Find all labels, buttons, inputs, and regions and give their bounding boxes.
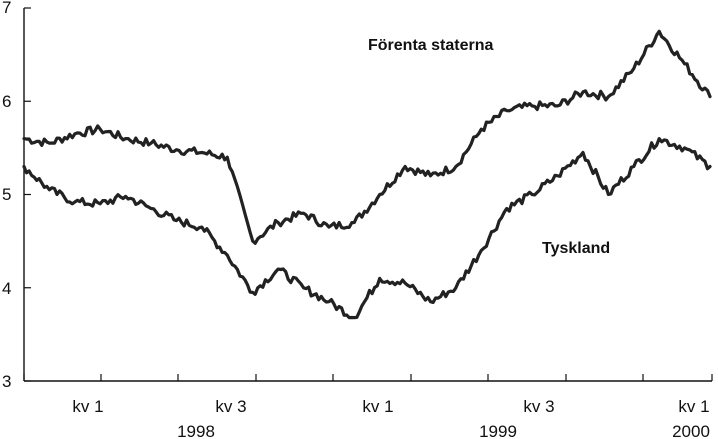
x-tick-label-kv3-1999: kv 3	[523, 397, 554, 416]
year-label-1998: 1998	[177, 422, 215, 439]
y-tick-label-4: 4	[2, 279, 11, 298]
x-tick-label-kv1-1999: kv 1	[362, 397, 393, 416]
y-tick-label-7: 7	[2, 0, 11, 17]
x-tick-label-kv3-1998: kv 3	[215, 397, 246, 416]
y-tick-label-6: 6	[2, 92, 11, 111]
y-tick-label-3: 3	[2, 372, 11, 391]
year-label-2000: 2000	[672, 422, 710, 439]
x-tick-label-kv1-2000: kv 1	[678, 397, 709, 416]
series-label-forenta-staterna: Förenta staterna	[368, 37, 493, 54]
x-tick-label-kv1-1998: kv 1	[72, 397, 103, 416]
series-group	[22, 29, 712, 320]
series-line-tyskland	[22, 137, 712, 320]
year-label-1999: 1999	[479, 422, 517, 439]
y-tick-label-5: 5	[2, 185, 11, 204]
series-label-tyskland: Tyskland	[542, 240, 610, 257]
series-line-forenta-staterna	[22, 29, 712, 245]
